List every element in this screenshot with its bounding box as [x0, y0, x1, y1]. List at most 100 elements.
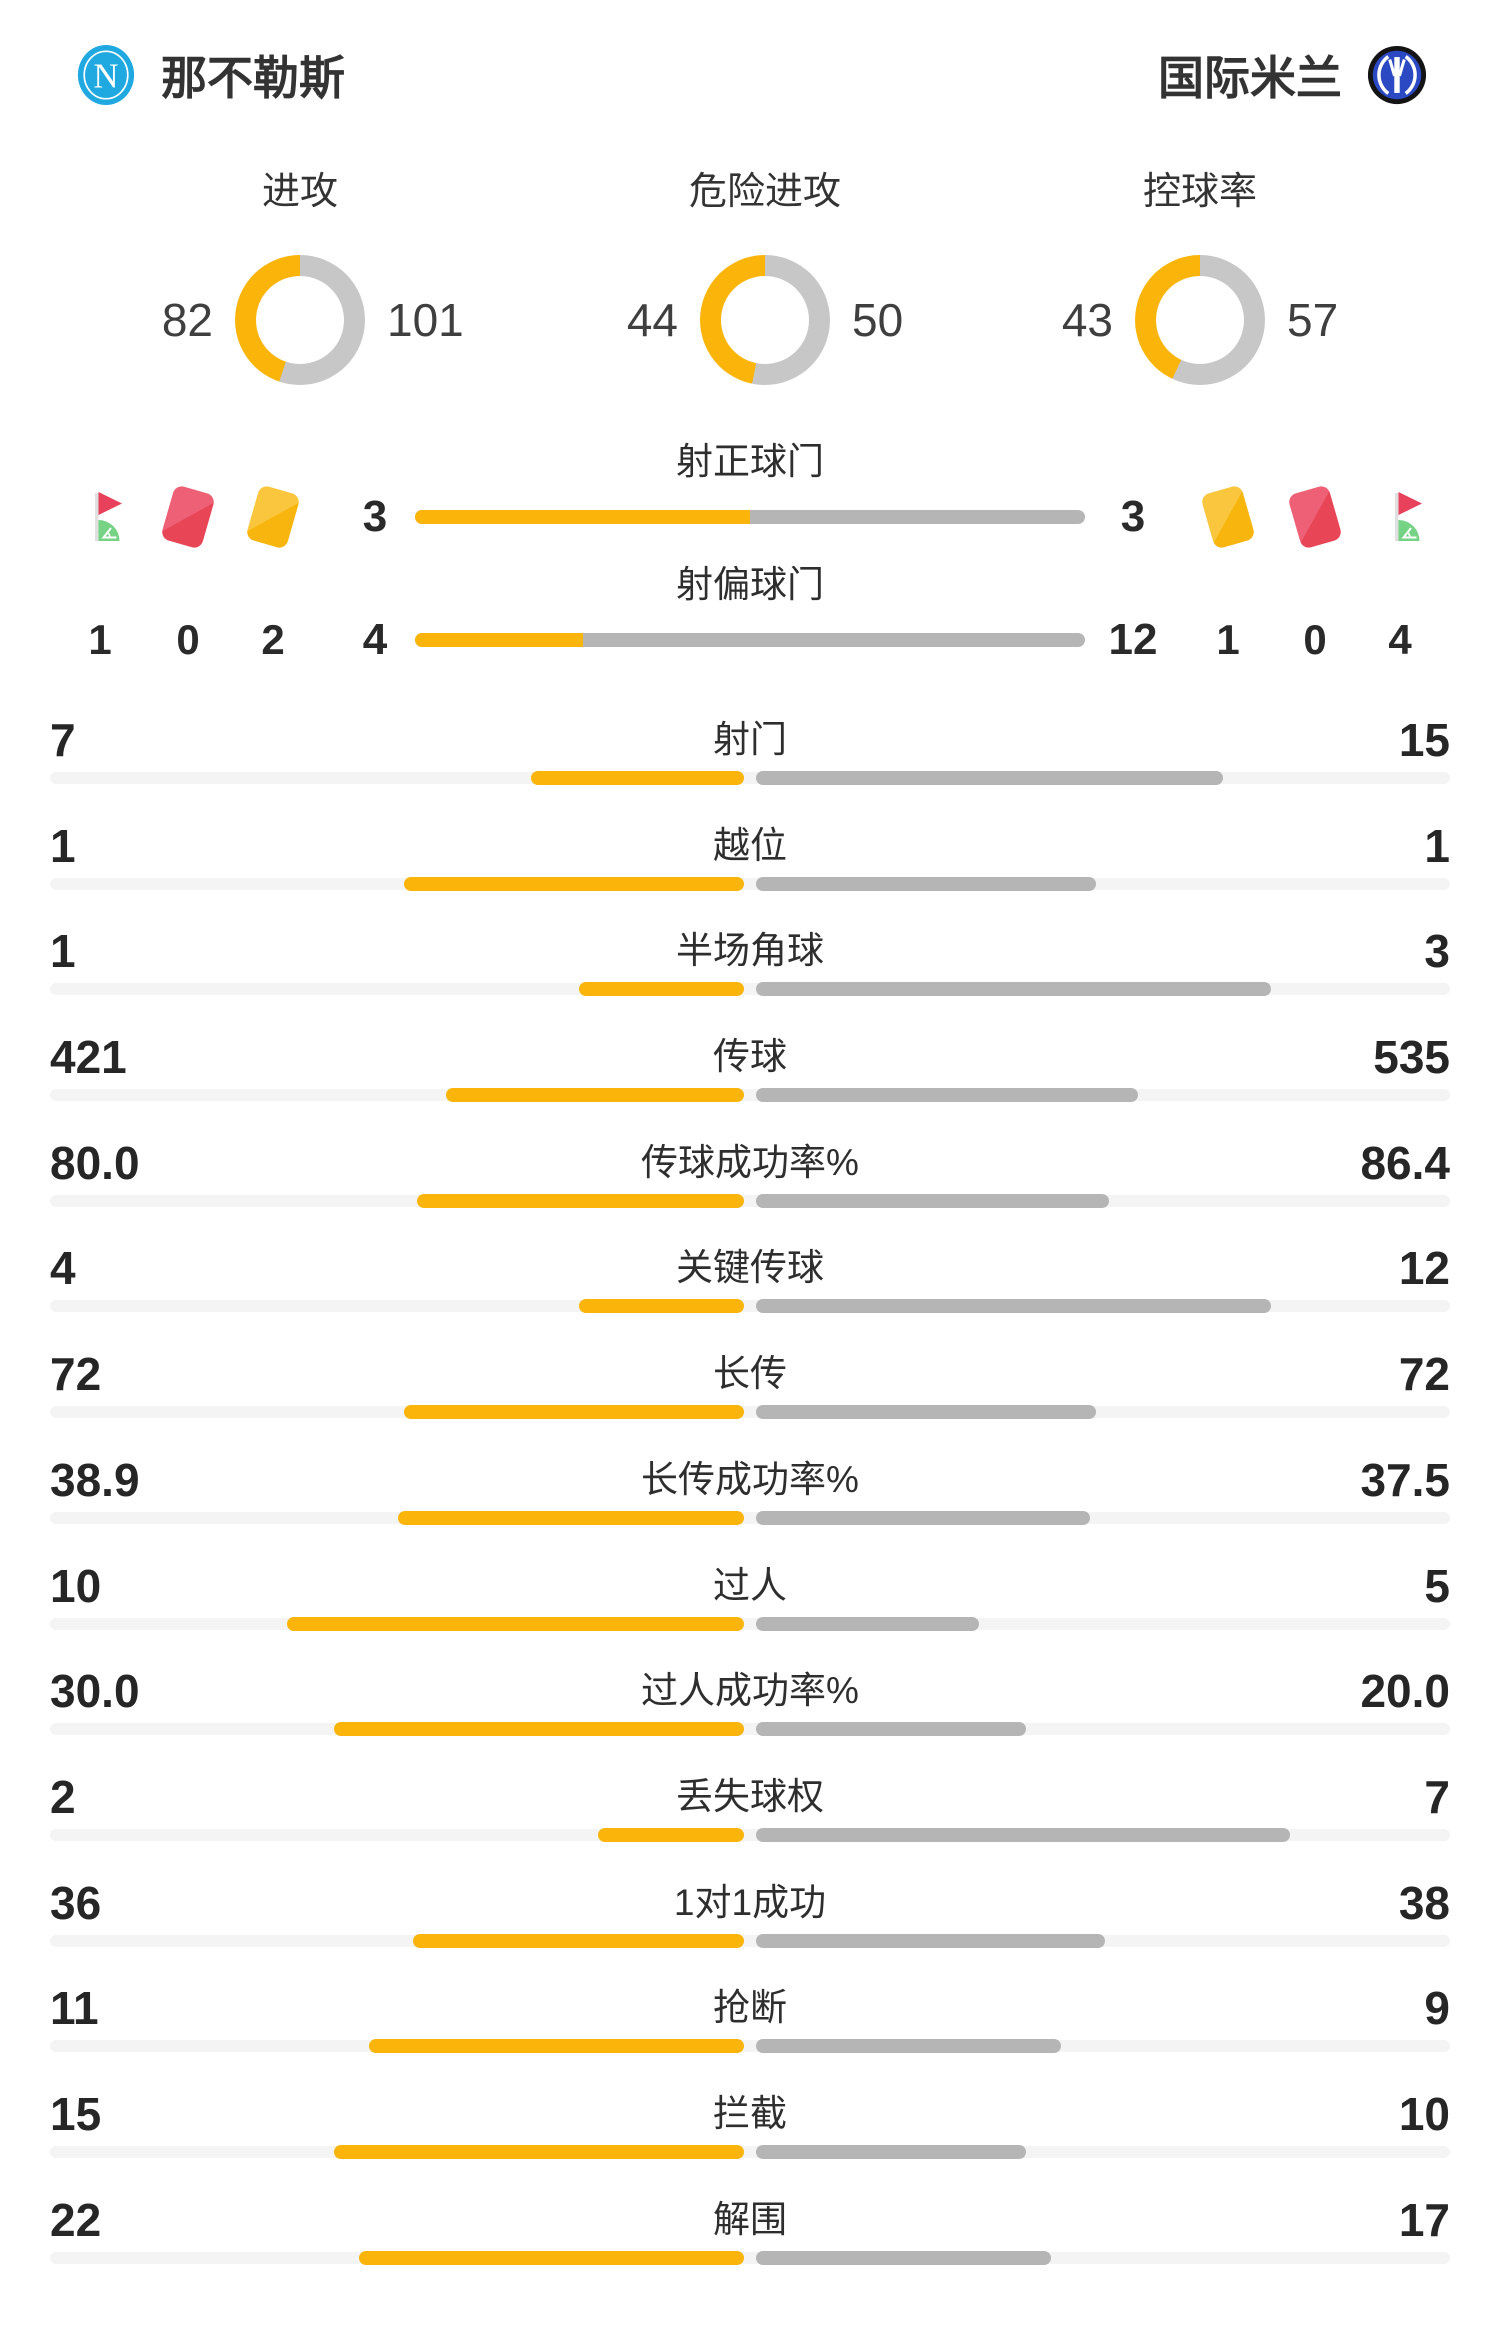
away-red-card-count: 0: [1303, 616, 1327, 663]
stat-bar-track: [50, 1616, 1450, 1631]
stat-head: 72 长传 72: [0, 1340, 1500, 1408]
stat-home-value: 421: [50, 1031, 127, 1084]
stat-label: 解围: [713, 2198, 787, 2240]
stat-home-value: 72: [50, 1348, 102, 1401]
away-corner-count: 4: [1388, 616, 1412, 663]
stat-bar-track: [50, 1088, 1450, 1103]
corner-flag-icon: [1395, 492, 1422, 541]
stat-row: 2 丢失球权 7: [0, 1763, 1500, 1869]
stat-bar-track: [50, 1510, 1450, 1525]
stat-home-value: 15: [50, 2087, 102, 2140]
stat-bar-track: [50, 771, 1450, 785]
stat-label: 长传: [713, 1353, 787, 1395]
stat-away-value: 37.5: [1360, 1453, 1450, 1506]
stat-away-value: 9: [1424, 1982, 1450, 2035]
stat-head: 2 丢失球权 7: [0, 1763, 1500, 1831]
stat-label: 关键传球: [676, 1247, 824, 1289]
shots-on-target-row: 3 3: [0, 484, 1500, 550]
stat-label: 传球成功率%: [641, 1141, 859, 1183]
home-value: 44: [626, 294, 678, 346]
stat-row: 10 过人 5: [0, 1552, 1500, 1658]
stat-head: 11 抢断 9: [0, 1974, 1500, 2042]
away-team-name: 国际米兰: [1158, 52, 1342, 104]
stat-away-value: 72: [1398, 1348, 1450, 1401]
stat-head: 10 过人 5: [0, 1552, 1500, 1620]
stat-row: 72 长传 72: [0, 1340, 1500, 1446]
stat-bar-track: [50, 982, 1450, 997]
stat-head: 22 解围 17: [0, 2186, 1500, 2254]
stat-label: 半场角球: [676, 930, 824, 972]
stat-bar-track: [50, 2039, 1450, 2054]
stat-head: 1 半场角球 3: [0, 917, 1500, 985]
stat-label: 丢失球权: [676, 1775, 824, 1817]
home-yellow-card-count: 2: [261, 616, 285, 663]
stat-bar-track: [50, 2250, 1450, 2265]
stat-away-value: 7: [1424, 1770, 1450, 1823]
away-shots-off-value: 12: [1108, 615, 1158, 664]
stat-row: 11 抢断 9: [0, 1974, 1500, 2080]
stat-head: 38.9 长传成功率% 37.5: [0, 1446, 1500, 1514]
stat-away-value: 1: [1424, 819, 1450, 872]
stat-home-bar: [334, 1722, 744, 1737]
shots-on-home-fill: [415, 510, 750, 524]
stat-row: 36 1对1成功 38: [0, 1869, 1500, 1975]
stat-home-value: 10: [50, 1559, 102, 1612]
away-shots-on-value: 3: [1120, 492, 1146, 541]
attacks-chart: 进攻 82 101: [109, 160, 491, 385]
stat-head: 15 拦截 10: [0, 2080, 1500, 2148]
stats-list: 7 射门 15 1 越位 1 1 半场角球: [0, 706, 1500, 2291]
stat-home-value: 36: [50, 1876, 102, 1929]
donut-hole: [1156, 276, 1244, 364]
stat-home-bar: [404, 876, 744, 891]
stat-home-value: 4: [50, 1242, 76, 1295]
napoli-badge-icon: N: [77, 44, 135, 106]
stat-home-bar: [598, 1827, 744, 1842]
donut-hole: [256, 276, 344, 364]
stat-head: 1 越位 1: [0, 812, 1500, 880]
stat-home-bar: [579, 982, 744, 997]
stat-row: 7 射门 15: [0, 706, 1500, 812]
donut-row: 43 57: [1009, 255, 1391, 385]
stat-away-value: 535: [1373, 1031, 1450, 1084]
donut-chart: [700, 255, 830, 385]
stat-home-value: 80.0: [50, 1136, 140, 1189]
away-yellow-card-count: 1: [1216, 616, 1240, 663]
red-card-icon: [1287, 484, 1343, 550]
home-shots-on-value: 3: [362, 492, 388, 541]
home-team-name: 那不勒斯: [161, 52, 345, 104]
stat-label: 拦截: [713, 2092, 787, 2134]
stat-away-value: 3: [1424, 925, 1450, 978]
donut-chart: [1135, 255, 1265, 385]
stat-label: 1对1成功: [673, 1881, 827, 1923]
stat-head: 36 1对1成功 38: [0, 1869, 1500, 1937]
away-team: 国际米兰: [1158, 42, 1428, 108]
inter-badge-icon: [1367, 45, 1427, 105]
stat-away-bar: [756, 771, 1224, 785]
chart-title: 危险进攻: [688, 171, 841, 213]
stat-away-bar: [756, 1405, 1096, 1420]
stat-row: 1 越位 1: [0, 812, 1500, 918]
donut-row: 82 101: [109, 255, 491, 385]
stat-away-value: 5: [1424, 1559, 1450, 1612]
stat-home-bar: [445, 1088, 744, 1103]
away-value: 57: [1287, 294, 1339, 346]
stat-row: 30.0 过人成功率% 20.0: [0, 1657, 1500, 1763]
stat-label: 长传成功率%: [641, 1458, 859, 1500]
possession-chart: 控球率 43 57: [1009, 160, 1391, 385]
donut-row: 44 50: [574, 255, 956, 385]
header: N 那不勒斯 国际米兰: [75, 42, 1428, 108]
svg-text:N: N: [93, 57, 118, 96]
stat-away-value: 12: [1398, 1242, 1450, 1295]
stat-home-bar: [397, 1510, 744, 1525]
stat-away-value: 10: [1398, 2087, 1450, 2140]
donut-hole: [721, 276, 809, 364]
stat-head: 30.0 过人成功率% 20.0: [0, 1657, 1500, 1725]
stat-away-value: 20.0: [1360, 1665, 1450, 1718]
chart-title: 控球率: [1142, 171, 1257, 213]
yellow-card-icon: [245, 484, 301, 550]
shots-off-home-fill: [415, 633, 583, 647]
stat-row: 80.0 传球成功率% 86.4: [0, 1129, 1500, 1235]
stat-away-bar: [756, 2250, 1052, 2265]
chart-title: 进攻: [261, 171, 338, 213]
stat-bar-track: [50, 1299, 1450, 1314]
